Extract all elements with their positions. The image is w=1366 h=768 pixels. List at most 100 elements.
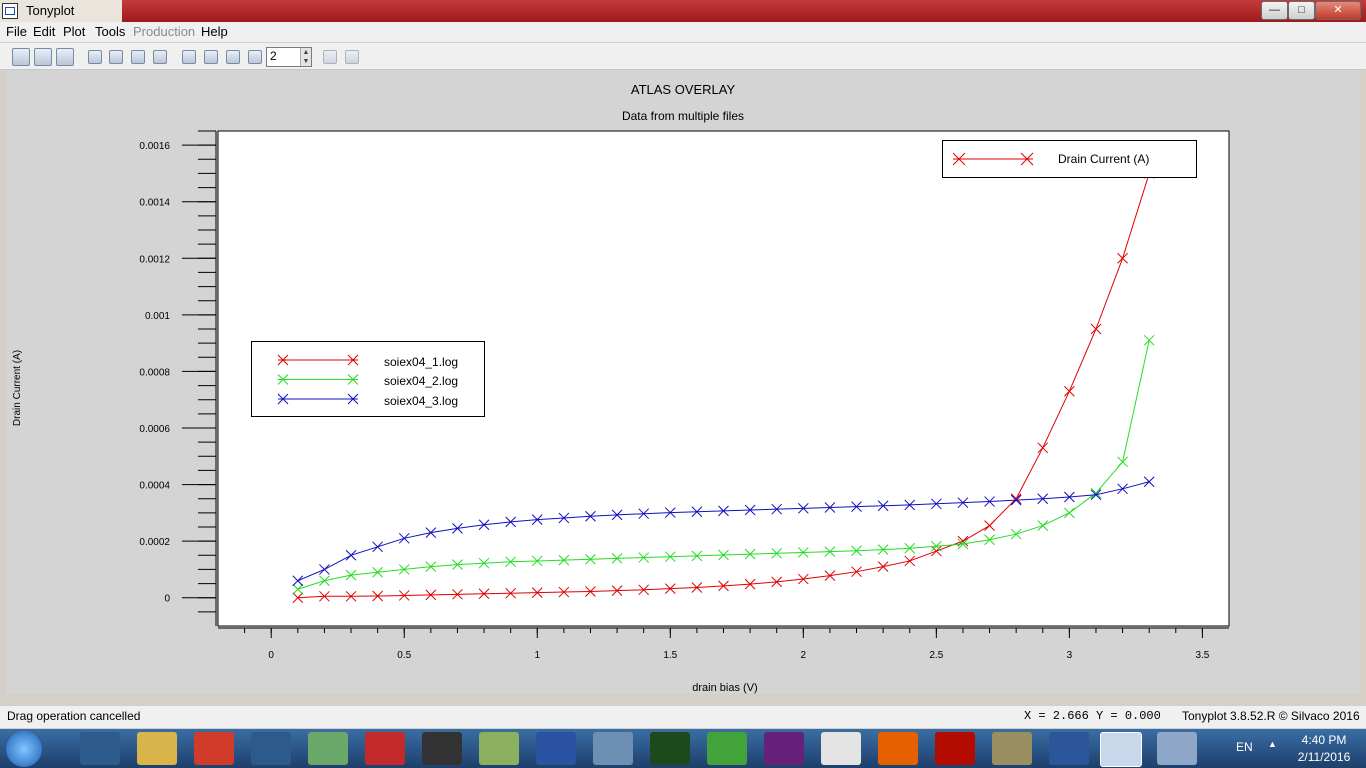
quantity-legend[interactable]: Drain Current (A) bbox=[942, 140, 1197, 178]
menu-tools[interactable]: Tools bbox=[95, 24, 126, 39]
legend-marker-1 bbox=[277, 354, 359, 366]
deckbuild-icon[interactable] bbox=[992, 732, 1032, 765]
yandex-browser-icon[interactable] bbox=[821, 732, 861, 765]
tray-expand-icon[interactable]: ▲ bbox=[1268, 739, 1277, 749]
series-1-point bbox=[718, 580, 729, 592]
legend-marker-2 bbox=[277, 374, 359, 385]
open-file-icon[interactable] bbox=[12, 48, 30, 66]
series-2-point bbox=[691, 550, 703, 562]
zoom-in-icon[interactable] bbox=[204, 50, 218, 64]
visual-studio-icon[interactable] bbox=[764, 732, 804, 765]
series-1-point bbox=[744, 578, 756, 590]
close-button[interactable]: ✕ bbox=[1315, 1, 1361, 20]
media-player-icon[interactable] bbox=[80, 732, 120, 765]
chart-tool-icon[interactable] bbox=[479, 732, 519, 765]
series-1-point bbox=[478, 588, 490, 600]
file-explorer-icon[interactable] bbox=[137, 732, 177, 765]
series-3-point bbox=[824, 502, 836, 513]
x-tick-label: 3 bbox=[1067, 650, 1073, 661]
word-icon[interactable] bbox=[1049, 732, 1089, 765]
menu-plot[interactable]: Plot bbox=[63, 24, 86, 39]
y-tick-label: 0.0014 bbox=[139, 198, 170, 209]
series-3-point bbox=[531, 514, 543, 525]
start-button[interactable] bbox=[6, 731, 42, 767]
series-2-point bbox=[1090, 487, 1102, 499]
zoom-factor-stepper[interactable]: 2 ▲ ▼ bbox=[266, 47, 312, 67]
minimize-button[interactable]: — bbox=[1261, 1, 1288, 20]
save-stack-icon[interactable] bbox=[56, 48, 74, 66]
series-2-point bbox=[771, 547, 783, 559]
series-3-point bbox=[691, 506, 703, 518]
menu-edit[interactable]: Edit bbox=[33, 24, 56, 39]
series-3-point bbox=[1090, 489, 1102, 501]
y-tick-label: 0 bbox=[164, 594, 170, 605]
maximize-button[interactable]: □ bbox=[1288, 1, 1315, 20]
series-3-point bbox=[372, 541, 383, 553]
series-3-point bbox=[718, 505, 729, 517]
tonyplot-taskbar-icon[interactable] bbox=[1100, 732, 1142, 767]
quantity-legend-svg bbox=[952, 152, 1034, 166]
series-2-point bbox=[744, 548, 756, 560]
series-3-point bbox=[984, 496, 995, 507]
clock-date[interactable]: 2/11/2016 bbox=[1297, 750, 1351, 764]
clock-time[interactable]: 4:40 PM bbox=[1301, 733, 1347, 747]
dreamweaver-icon[interactable] bbox=[650, 732, 690, 765]
series-2-point bbox=[930, 540, 942, 552]
y-tick-label: 0.0002 bbox=[139, 537, 170, 548]
paint-icon[interactable] bbox=[1157, 732, 1197, 765]
circuit-app-icon[interactable] bbox=[308, 732, 348, 765]
next-icon[interactable] bbox=[345, 50, 359, 64]
series-1-point bbox=[398, 590, 410, 601]
zoom-box-icon[interactable] bbox=[248, 50, 262, 64]
pan-icon[interactable] bbox=[182, 50, 196, 64]
zoom-out-icon[interactable] bbox=[226, 50, 240, 64]
previous-icon[interactable] bbox=[323, 50, 337, 64]
select-icon[interactable] bbox=[88, 50, 102, 64]
series-2-point bbox=[718, 549, 729, 561]
series-3-point bbox=[1064, 491, 1075, 503]
menu-production[interactable]: Production bbox=[133, 24, 196, 39]
load-icon[interactable] bbox=[34, 48, 52, 66]
pdf-reader-icon[interactable] bbox=[935, 732, 975, 765]
zoom-factor-value: 2 bbox=[270, 49, 277, 63]
x-tick-label: 3.5 bbox=[1195, 650, 1209, 661]
legend-marker-3 bbox=[277, 393, 359, 405]
stepper-arrows-icon[interactable]: ▲ ▼ bbox=[300, 48, 311, 66]
series-2-point bbox=[398, 564, 410, 575]
menu-file[interactable]: File bbox=[6, 24, 27, 39]
series-3-point bbox=[851, 501, 862, 512]
git-icon[interactable] bbox=[194, 732, 234, 765]
series-2-point bbox=[664, 551, 676, 563]
series-3-point bbox=[452, 523, 463, 534]
delete-plot-icon[interactable] bbox=[131, 50, 145, 64]
language-indicator[interactable]: EN bbox=[1236, 740, 1253, 754]
y-tick-label: 0.0004 bbox=[139, 481, 170, 492]
y-tick-label: 0.0012 bbox=[139, 254, 170, 265]
series-1-point bbox=[638, 584, 650, 596]
series-1-point bbox=[797, 573, 809, 585]
duplicate-icon[interactable] bbox=[153, 50, 167, 64]
menu-help[interactable]: Help bbox=[201, 24, 228, 39]
plot-area[interactable]: ATLAS OVERLAY Data from multiple files D… bbox=[6, 70, 1360, 694]
series-1-point bbox=[664, 583, 676, 595]
arduino-ide-icon[interactable] bbox=[422, 732, 462, 765]
file-legend[interactable]: soiex04_1.log soiex04_2.log soiex04_3.lo… bbox=[251, 341, 485, 417]
series-1-point bbox=[531, 587, 543, 598]
qt-creator-icon[interactable] bbox=[707, 732, 747, 765]
series-3-point bbox=[638, 508, 650, 520]
y-tick-label: 0.001 bbox=[145, 311, 170, 322]
cube-app-icon[interactable] bbox=[593, 732, 633, 765]
series-3-point bbox=[478, 519, 490, 531]
vhdl-tool-icon[interactable] bbox=[536, 732, 576, 765]
copy-icon[interactable] bbox=[109, 50, 123, 64]
legend-file-3: soiex04_3.log bbox=[384, 394, 459, 408]
status-bar: Drag operation cancelled X = 2.666 Y = 0… bbox=[0, 706, 1366, 728]
cursor-coordinates: X = 2.666 Y = 0.000 bbox=[1024, 709, 1161, 723]
series-1-point bbox=[1064, 385, 1075, 397]
window-titlebar[interactable]: Tonyplot — □ ✕ bbox=[0, 0, 1366, 22]
tonyplot-app-icon[interactable] bbox=[2, 3, 18, 19]
putty-p-icon[interactable] bbox=[365, 732, 405, 765]
firefox-icon[interactable] bbox=[878, 732, 918, 765]
series-1-point bbox=[1117, 252, 1128, 264]
powershell-icon[interactable] bbox=[251, 732, 291, 765]
